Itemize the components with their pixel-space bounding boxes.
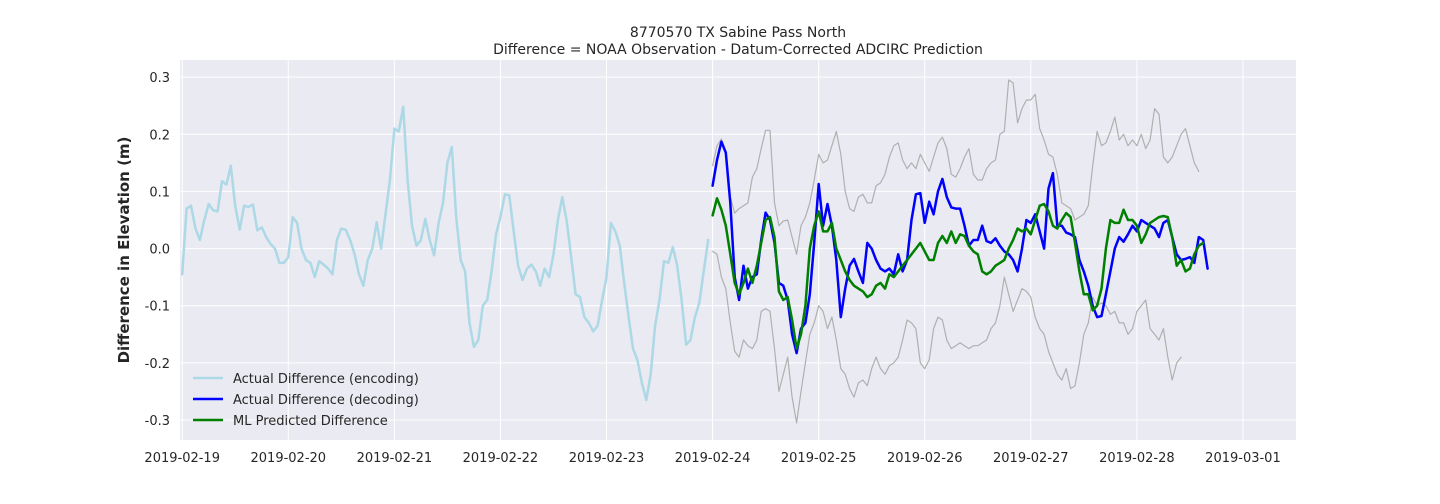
x-tick-label: 2019-02-26	[887, 451, 963, 466]
x-tick-label: 2019-03-01	[1205, 451, 1281, 466]
legend-label: Actual Difference (encoding)	[233, 372, 419, 387]
x-tick-label: 2019-02-27	[993, 451, 1069, 466]
y-tick-label: 0.1	[149, 185, 170, 200]
x-tick-label: 2019-02-23	[569, 451, 645, 466]
x-tick-labels: 2019-02-19 2019-02-20 2019-02-21 2019-02-22…	[144, 451, 1280, 466]
y-tick-label: -0.2	[145, 357, 170, 372]
x-tick-label: 2019-02-21	[357, 451, 433, 466]
x-tick-label: 2019-02-19	[144, 451, 220, 466]
y-tick-label: -0.1	[145, 300, 170, 315]
x-tick-label: 2019-02-20	[251, 451, 327, 466]
chart-subtitle: Difference = NOAA Observation - Datum-Co…	[493, 42, 983, 58]
y-tick-label: -0.3	[145, 414, 170, 429]
y-axis-label: Difference in Elevation (m)	[115, 137, 133, 364]
chart-title: 8770570 TX Sabine Pass North	[630, 25, 846, 41]
legend-label: ML Predicted Difference	[233, 414, 388, 429]
y-tick-label: 0.0	[149, 243, 170, 258]
y-tick-labels: -0.3 -0.2 -0.1 0.0 0.1 0.2 0.3	[145, 71, 170, 429]
x-tick-label: 2019-02-28	[1099, 451, 1175, 466]
x-tick-label: 2019-02-24	[675, 451, 751, 466]
legend-label: Actual Difference (decoding)	[233, 393, 419, 408]
x-tick-label: 2019-02-22	[463, 451, 539, 466]
y-tick-label: 0.3	[149, 71, 170, 86]
y-tick-label: 0.2	[149, 128, 170, 143]
x-tick-label: 2019-02-25	[781, 451, 857, 466]
